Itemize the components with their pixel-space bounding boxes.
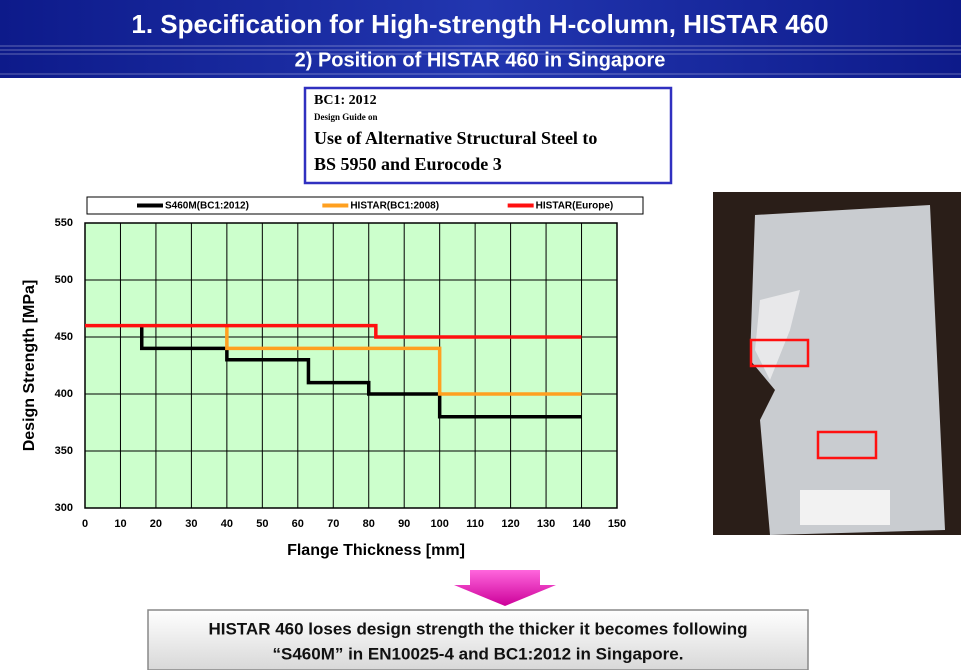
- x-tick-label: 0: [82, 518, 88, 530]
- legend-box: [86, 196, 644, 215]
- x-tick-label: 80: [363, 518, 375, 530]
- y-tick-label: 550: [55, 217, 73, 229]
- x-tick-label: 130: [537, 518, 555, 530]
- y-axis-label: Design Strength [MPa]: [21, 280, 38, 452]
- plot-area: [84, 222, 618, 509]
- x-tick-label: 70: [327, 518, 339, 530]
- subtitle: 2) Position of HISTAR 460 in Singapore: [295, 49, 666, 71]
- conclusion-text: HISTAR 460 loses design strength the thi…: [208, 619, 747, 638]
- series-line: [139, 325, 582, 419]
- x-tick-label: 120: [501, 518, 519, 530]
- y-tick-label: 300: [55, 502, 73, 514]
- x-tick-label: 150: [608, 518, 626, 530]
- arrow: [454, 570, 556, 606]
- reference-title: Use of Alternative Structural Steel to: [314, 128, 597, 148]
- conclusion-box: [147, 609, 809, 670]
- reference-box: [303, 86, 673, 185]
- header-band: [0, 0, 961, 78]
- photo: [713, 192, 961, 535]
- header-stripes: [0, 45, 961, 75]
- x-tick-label: 140: [572, 518, 590, 530]
- x-tick-label: 60: [292, 518, 304, 530]
- chart: 0 10 20 30 40 50 60 70 80 90 100 110 120 130 140 150 300…: [21, 196, 644, 559]
- x-tick-label: 30: [185, 518, 197, 530]
- conclusion-text: “S460M” in EN10025-4 and BC1:2012 in Sin…: [273, 644, 684, 663]
- title: 1. Specification for High-strength H-col…: [131, 9, 828, 39]
- x-tick-label: 40: [221, 518, 233, 530]
- x-axis-label: Flange Thickness [mm]: [287, 542, 465, 559]
- x-tick-label: 50: [256, 518, 268, 530]
- y-tick-label: 450: [55, 331, 73, 343]
- series-line: [225, 325, 582, 396]
- x-tick-label: 90: [398, 518, 410, 530]
- legend-label: HISTAR(BC1:2008): [350, 201, 439, 212]
- legend-label: HISTAR(Europe): [536, 201, 614, 212]
- x-tick-label: 10: [114, 518, 126, 530]
- legend-label: S460M(BC1:2012): [165, 201, 249, 212]
- reference-code: BC1: 2012: [314, 93, 377, 108]
- x-tick-label: 100: [430, 518, 448, 530]
- y-tick-label: 350: [55, 445, 73, 457]
- x-tick-label: 110: [466, 518, 484, 530]
- x-tick-label: 20: [150, 518, 162, 530]
- reference-title: BS 5950 and Eurocode 3: [314, 154, 502, 174]
- y-tick-label: 400: [55, 388, 73, 400]
- series-line: [85, 323, 582, 339]
- reference-kind: Design Guide on: [314, 112, 378, 122]
- y-tick-label: 500: [55, 274, 73, 286]
